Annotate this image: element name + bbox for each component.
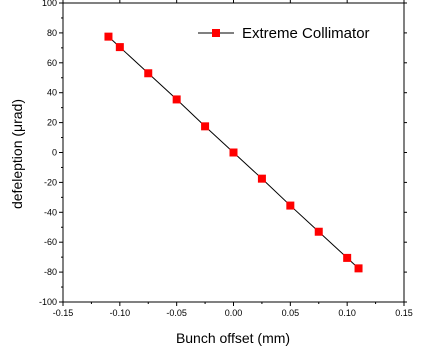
x-tick-labels: -0.15 -0.10 -0.05 0.00 0.05 0.10 0.15 — [53, 308, 413, 318]
y-tick-labels: -100 -80 -60 -40 -20 0 20 40 60 80 100 — [39, 0, 57, 307]
x-tick-label: 0.15 — [395, 308, 413, 318]
y-tick-label: 0 — [52, 148, 57, 158]
data-point — [314, 227, 323, 236]
y-tick-label: -80 — [44, 267, 57, 277]
x-tick-label: -0.15 — [53, 308, 74, 318]
y-tick-label: -40 — [44, 207, 57, 217]
data-point — [144, 69, 153, 78]
y-tick-label: 100 — [42, 0, 57, 8]
y-tick-label: -100 — [39, 297, 57, 307]
legend-label: Extreme Collimator — [242, 25, 370, 42]
x-axis-title: Bunch offset (mm) — [176, 330, 290, 346]
data-point — [354, 264, 363, 273]
data-point — [201, 122, 210, 131]
legend-marker — [212, 29, 220, 37]
axis-ticks — [59, 0, 407, 306]
y-tick-label: 80 — [47, 28, 57, 38]
x-tick-label: -0.10 — [110, 308, 131, 318]
x-tick-label: 0.00 — [225, 308, 243, 318]
x-tick-label: 0.05 — [282, 308, 300, 318]
data-point — [257, 174, 266, 183]
y-tick-label: -20 — [44, 177, 57, 187]
x-tick-label: -0.05 — [166, 308, 187, 318]
data-point — [172, 95, 181, 104]
y-axis-title: defeleption (μrad) — [9, 99, 25, 209]
y-tick-label: 60 — [47, 58, 57, 68]
y-tick-label: -60 — [44, 237, 57, 247]
data-point — [229, 148, 238, 157]
data-point — [115, 43, 124, 52]
data-point — [104, 32, 113, 41]
legend: Extreme Collimator — [198, 25, 370, 42]
series-extreme-collimator — [104, 32, 363, 273]
x-tick-label: 0.10 — [338, 308, 356, 318]
y-tick-label: 20 — [47, 118, 57, 128]
data-point — [286, 201, 295, 210]
y-tick-label: 40 — [47, 88, 57, 98]
data-point — [343, 253, 352, 262]
